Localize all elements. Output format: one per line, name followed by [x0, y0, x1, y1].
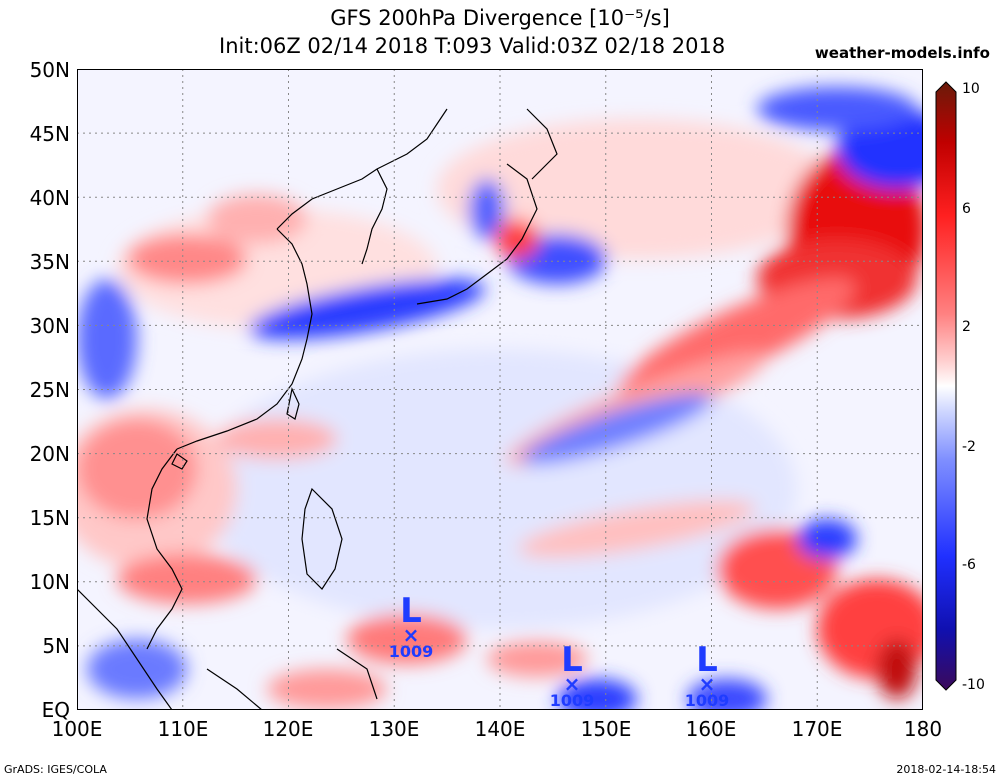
low-center-icon: ×	[698, 672, 716, 696]
generation-timestamp: 2018-02-14-18:54	[896, 763, 996, 776]
software-credit: GrADS: IGES/COLA	[4, 763, 107, 776]
lon-label-150e: 150E	[580, 717, 632, 741]
lat-label-5n: 5N	[42, 634, 70, 658]
lon-label-110e: 110E	[157, 717, 209, 741]
low-letter: L	[561, 640, 583, 680]
lat-label-15n: 15N	[29, 506, 70, 530]
low-pressure-marker: L × 1009	[386, 591, 436, 661]
low-pressure-marker: L × 1009	[545, 640, 599, 710]
lon-label-180: 180	[903, 717, 943, 741]
map-subtitle: Init:06Z 02/14 2018 T:093 Valid:03Z 02/1…	[219, 34, 726, 58]
lon-label-130e: 130E	[368, 717, 420, 741]
lat-label-30n: 30N	[29, 314, 70, 338]
lat-label-35n: 35N	[29, 250, 70, 274]
low-pressure-value: 1009	[549, 691, 595, 710]
colorbar-tick-6: 6	[962, 201, 971, 217]
colorbar-tick-10: 10	[962, 81, 980, 97]
low-letter: L	[696, 640, 718, 680]
lon-label-100e: 100E	[51, 717, 103, 741]
low-center-icon: ×	[563, 672, 581, 696]
low-pressure-marker: L × 1009	[680, 640, 734, 710]
colorbar	[935, 81, 957, 691]
lon-label-140e: 140E	[474, 717, 526, 741]
colorbar-tick-2: 2	[962, 319, 971, 335]
site-name: weather-models.info	[814, 44, 990, 62]
lat-label-50n: 50N	[29, 58, 70, 82]
lon-label-120e: 120E	[262, 717, 314, 741]
colorbar-tick-minus6: -6	[962, 557, 976, 573]
lon-label-160e: 160E	[685, 717, 737, 741]
colorbar-tick-minus10: -10	[962, 677, 985, 693]
lat-label-25n: 25N	[29, 378, 70, 402]
low-pressure-value: 1009	[684, 691, 730, 710]
divergence-map	[77, 69, 923, 710]
divergence-field	[77, 87, 923, 710]
low-pressure-value: 1009	[388, 642, 434, 661]
graticule	[77, 69, 923, 710]
map-title: GFS 200hPa Divergence [10⁻⁵/s]	[330, 6, 670, 30]
lat-label-eq: EQ	[41, 698, 70, 722]
coastlines	[77, 108, 558, 710]
lat-label-10n: 10N	[29, 570, 70, 594]
lon-label-170e: 170E	[791, 717, 843, 741]
lat-label-40n: 40N	[29, 186, 70, 210]
low-center-icon: ×	[402, 623, 420, 647]
low-letter: L	[400, 591, 422, 631]
lat-label-20n: 20N	[29, 442, 70, 466]
colorbar-tick-minus2: -2	[962, 439, 976, 455]
lat-label-45n: 45N	[29, 122, 70, 146]
